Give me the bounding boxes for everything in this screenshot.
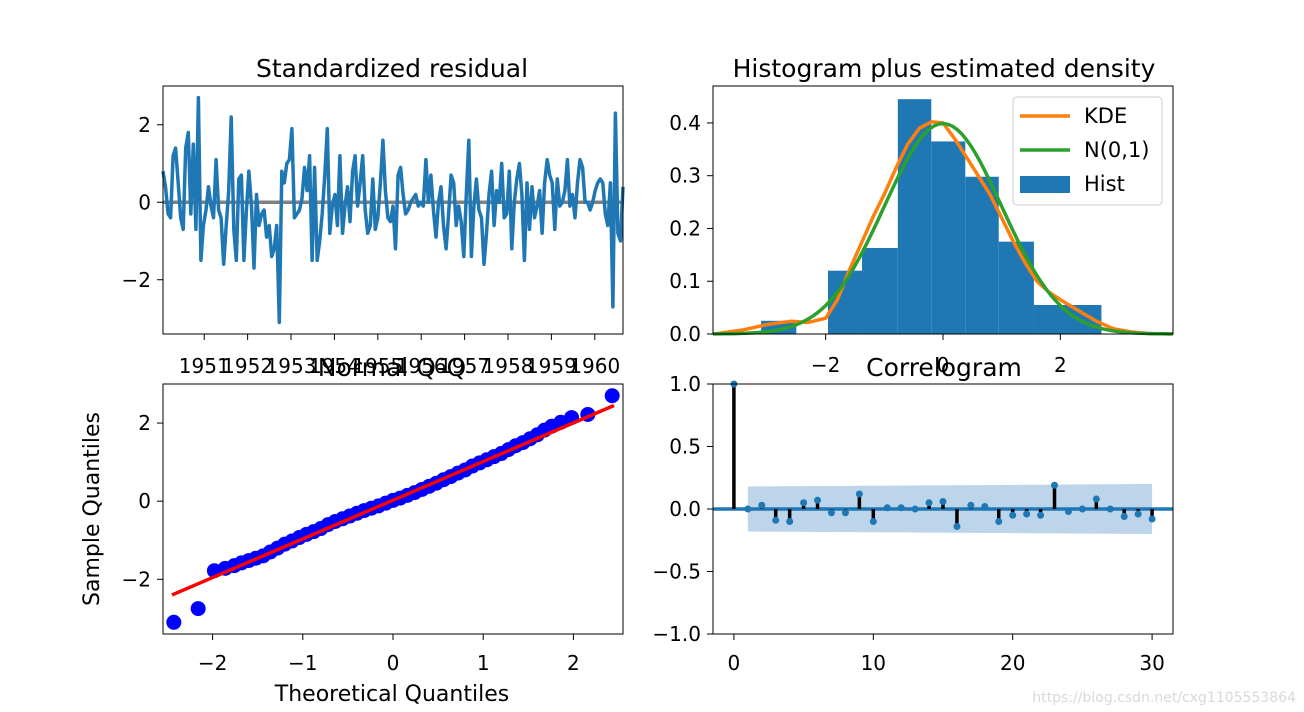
acf-marker bbox=[925, 499, 933, 507]
correlogram-panel: 1.00.50.0−0.5−1.00 10 20 30 Correlogram bbox=[652, 353, 1174, 675]
residual-axes-frame bbox=[162, 85, 624, 335]
acf-marker bbox=[744, 505, 752, 513]
correlogram-y-tick-label: 0.5 bbox=[669, 435, 701, 459]
legend-hist-swatch bbox=[1020, 176, 1070, 193]
qq-point bbox=[190, 601, 206, 617]
acf-marker bbox=[772, 516, 780, 524]
correlogram-y-tick-label: −0.5 bbox=[652, 560, 701, 584]
legend-normal-label: N(0,1) bbox=[1084, 138, 1150, 162]
correlogram-x-tick-label: 30 bbox=[1139, 651, 1164, 675]
correlogram-y-tick-label: −1.0 bbox=[652, 622, 701, 646]
residual-x-tick-label: 1956 bbox=[396, 354, 447, 378]
residual-x-tick-label: 1952 bbox=[222, 354, 273, 378]
histogram-bar bbox=[897, 99, 932, 334]
qq-y-tick-label: 0 bbox=[138, 489, 151, 513]
acf-marker bbox=[841, 509, 849, 517]
residual-x-tick-label: 1960 bbox=[569, 354, 620, 378]
residual-title: Standardized residual bbox=[256, 54, 528, 83]
acf-marker bbox=[1078, 505, 1086, 513]
residual-x-tick-label: 1954 bbox=[309, 354, 360, 378]
legend-hist-label: Hist bbox=[1084, 172, 1125, 196]
histogram-y-tick-label: 0.4 bbox=[669, 111, 701, 135]
acf-marker bbox=[786, 518, 794, 525]
histogram-bar bbox=[931, 141, 966, 334]
correlogram-x-tick-label: 0 bbox=[728, 651, 741, 675]
histogram-x-tick-label: −2 bbox=[811, 353, 840, 377]
residual-x-tick-label: 1959 bbox=[526, 354, 577, 378]
histogram-y-tick-label: 0.3 bbox=[669, 164, 701, 188]
qq-x-tick-label: −2 bbox=[198, 651, 227, 675]
kde-line bbox=[713, 120, 1172, 336]
acf-marker bbox=[827, 509, 835, 517]
histogram-y-tick-label: 0.2 bbox=[669, 216, 701, 240]
qq-x-tick-label: 2 bbox=[567, 651, 580, 675]
correlogram-y-tick-label: 0.0 bbox=[669, 497, 701, 521]
residual-x-tick-label: 1955 bbox=[352, 354, 403, 378]
acf-marker bbox=[995, 518, 1003, 525]
histogram-y-tick-label: 0.0 bbox=[669, 322, 701, 346]
acf-marker bbox=[953, 523, 961, 530]
acf-marker bbox=[967, 501, 975, 509]
legend-kde-label: KDE bbox=[1084, 104, 1127, 128]
qq-ylabel: Sample Quantiles bbox=[80, 412, 105, 606]
residual-x-tick-label: 1958 bbox=[483, 354, 534, 378]
acf-marker bbox=[1120, 513, 1128, 520]
residual-x-tick-label: 1953 bbox=[266, 354, 317, 378]
acf-marker bbox=[1092, 495, 1100, 503]
histogram-bar bbox=[862, 247, 898, 334]
correlogram-x-tick-label: 20 bbox=[1000, 651, 1025, 675]
qq-panel: 2 0 −2 −2 −1 0 1 2 Normal Q-Q Theoretical Quant… bbox=[80, 353, 624, 707]
qq-x-tick-label: 0 bbox=[387, 651, 400, 675]
acf-marker bbox=[1148, 515, 1156, 523]
acf-marker bbox=[897, 504, 905, 512]
residual-x-tick-label: 1951 bbox=[179, 354, 230, 378]
qq-y-tick-label: 2 bbox=[138, 411, 151, 435]
acf-marker bbox=[1037, 511, 1045, 519]
histogram-x-tick-label: 0 bbox=[937, 353, 950, 377]
histogram-panel: Histogram plus estimated density 0.0 0.1 0… bbox=[669, 54, 1174, 377]
residual-y-tick-label: −2 bbox=[122, 268, 151, 292]
acf-marker bbox=[1064, 508, 1072, 515]
acf-marker bbox=[1051, 481, 1059, 489]
qq-title: Normal Q-Q bbox=[318, 353, 466, 382]
acf-marker bbox=[800, 499, 808, 507]
acf-marker bbox=[1009, 511, 1017, 519]
residual-panel: Standardized residual 20−219511952195319… bbox=[122, 54, 625, 378]
normal-density-line bbox=[713, 121, 1173, 336]
acf-marker bbox=[869, 518, 877, 525]
histogram-y-tick-label: 0.1 bbox=[669, 269, 701, 293]
residual-y-tick-label: 2 bbox=[138, 113, 151, 137]
acf-marker bbox=[939, 498, 947, 505]
residual-y-tick-label: 0 bbox=[138, 190, 151, 214]
qq-y-tick-label: −2 bbox=[122, 567, 151, 591]
correlogram-y-tick-label: 1.0 bbox=[669, 372, 701, 396]
residual-series-line bbox=[161, 95, 625, 325]
acf-marker bbox=[1023, 510, 1031, 518]
correlogram-x-tick-label: 10 bbox=[861, 651, 886, 675]
qq-reference-line bbox=[171, 403, 615, 597]
histogram-title: Histogram plus estimated density bbox=[733, 54, 1156, 83]
watermark: https://blog.csdn.net/cxg1105553864 bbox=[1032, 690, 1296, 706]
acf-marker bbox=[758, 501, 766, 509]
qq-x-tick-label: −1 bbox=[288, 651, 317, 675]
qq-xlabel: Theoretical Quantiles bbox=[274, 682, 509, 707]
qq-point bbox=[604, 388, 620, 404]
histogram-x-tick-label: 2 bbox=[1054, 353, 1067, 377]
correlogram-title: Correlogram bbox=[866, 353, 1022, 382]
residual-x-tick-label: 1957 bbox=[439, 354, 490, 378]
acf-marker bbox=[883, 504, 891, 512]
acf-marker bbox=[1106, 505, 1114, 513]
acf-marker bbox=[981, 503, 989, 510]
acf-marker bbox=[1134, 510, 1142, 518]
histogram-legend: KDE N(0,1) Hist bbox=[1012, 96, 1163, 206]
acf-marker bbox=[911, 505, 919, 513]
qq-point bbox=[166, 614, 182, 630]
acf-marker bbox=[814, 496, 822, 504]
histogram-bar bbox=[998, 241, 1034, 334]
acf-marker bbox=[855, 490, 863, 498]
qq-x-tick-label: 1 bbox=[477, 651, 490, 675]
